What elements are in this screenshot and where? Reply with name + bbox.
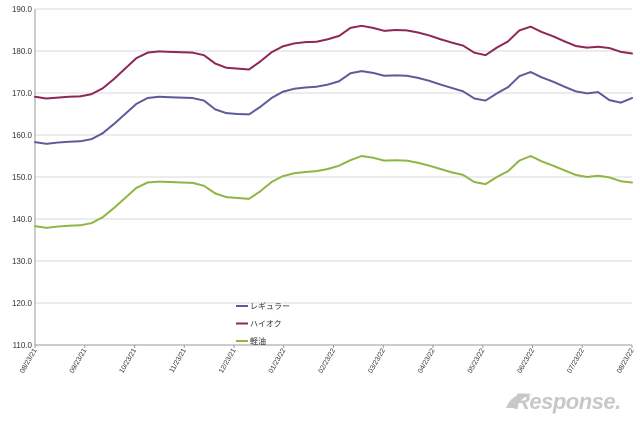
legend-item: レギュラー: [236, 302, 290, 311]
legend-label: レギュラー: [250, 302, 290, 311]
watermark-swoosh-icon: [506, 393, 532, 408]
series-line-1: [34, 24, 633, 100]
watermark-text: Response.: [514, 389, 621, 414]
legend-item: ハイオク: [236, 320, 282, 329]
watermark-logo: Response.: [506, 389, 621, 414]
legend-item: 軽油: [236, 336, 266, 346]
legend-label: 軽油: [250, 336, 266, 346]
series-lines: [34, 24, 633, 229]
y-tick-label: 160.0: [12, 131, 33, 140]
axes: [34, 9, 633, 348]
y-tick-label: 130.0: [12, 257, 33, 266]
y-tick-label: 120.0: [12, 299, 33, 308]
y-tick-label: 180.0: [12, 47, 33, 56]
series-line-0: [34, 70, 633, 145]
legend-label: ハイオク: [250, 320, 282, 329]
y-tick-label: 150.0: [12, 173, 33, 182]
y-axis-tick-labels: 110.0 120.0 130.0 140.0 150.0 160.0 170.0 180.0…: [12, 5, 33, 350]
y-tick-label: 140.0: [12, 215, 33, 224]
grid-lines: [35, 8, 632, 304]
y-tick-label: 190.0: [12, 5, 33, 14]
series-line-2: [34, 155, 633, 229]
y-tick-label: 110.0: [13, 341, 33, 350]
y-tick-label: 170.0: [12, 89, 33, 98]
